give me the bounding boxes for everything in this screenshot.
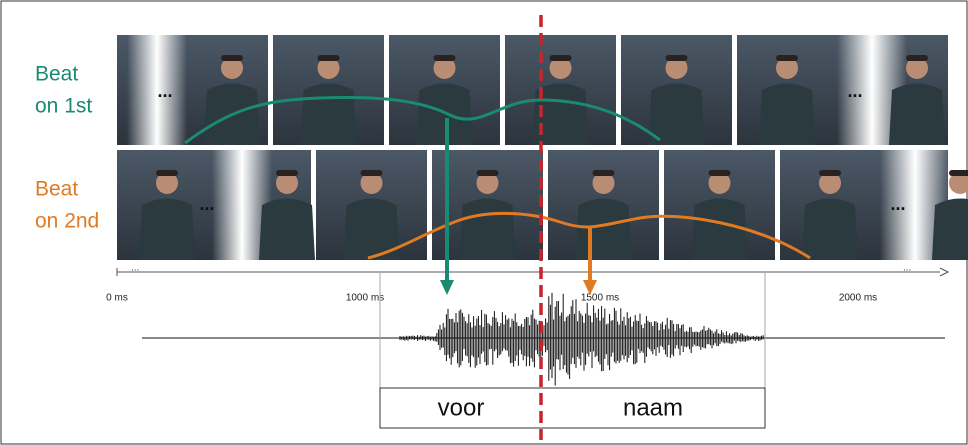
person-hair — [276, 170, 298, 176]
person-body — [692, 199, 748, 261]
word: naam — [623, 394, 683, 421]
word: voor — [438, 394, 485, 421]
person-body — [259, 199, 315, 261]
person-hair — [221, 55, 243, 61]
person-body — [139, 199, 195, 261]
row-label: on 2nd — [35, 210, 99, 233]
person-body — [649, 84, 705, 146]
waveform — [142, 293, 945, 386]
person-body — [417, 84, 473, 146]
time-label: 0 ms — [106, 293, 128, 304]
time-label: 1500 ms — [581, 293, 619, 304]
ellipsis: ... — [890, 194, 905, 214]
row-label: Beat — [35, 178, 78, 201]
person-body — [576, 199, 632, 261]
person-hair — [709, 170, 731, 176]
figure: Beat on 1st Beat on 2nd.................. 0 … — [0, 0, 968, 445]
person-hair — [434, 55, 456, 61]
timeline-ellipsis: ... — [903, 263, 911, 274]
time-label: 2000 ms — [839, 293, 877, 304]
person-hair — [156, 170, 178, 176]
person-hair — [550, 55, 572, 61]
person-body — [932, 199, 968, 261]
person-body — [301, 84, 357, 146]
ellipsis: ... — [847, 81, 862, 101]
person-hair — [593, 170, 615, 176]
person-hair — [318, 55, 340, 61]
person-hair — [477, 170, 499, 176]
person-hair — [819, 170, 841, 176]
row-label: on 1st — [35, 95, 92, 118]
person-body — [759, 84, 815, 146]
person-hair — [906, 55, 928, 61]
person-body — [460, 199, 516, 261]
timeline-arrowhead — [940, 268, 948, 276]
person-hair — [666, 55, 688, 61]
timeline-ellipsis: ... — [131, 263, 139, 274]
person-body — [889, 84, 945, 146]
person-hair — [949, 170, 968, 176]
row-label: Beat — [35, 63, 78, 86]
person-body — [802, 199, 858, 261]
person-hair — [776, 55, 798, 61]
person-hair — [361, 170, 383, 176]
wave-trace — [400, 293, 765, 386]
ellipsis: ... — [199, 194, 214, 214]
time-label: 1000 ms — [346, 293, 384, 304]
ellipsis: ... — [157, 81, 172, 101]
beat-arrowhead-1st — [440, 280, 454, 295]
